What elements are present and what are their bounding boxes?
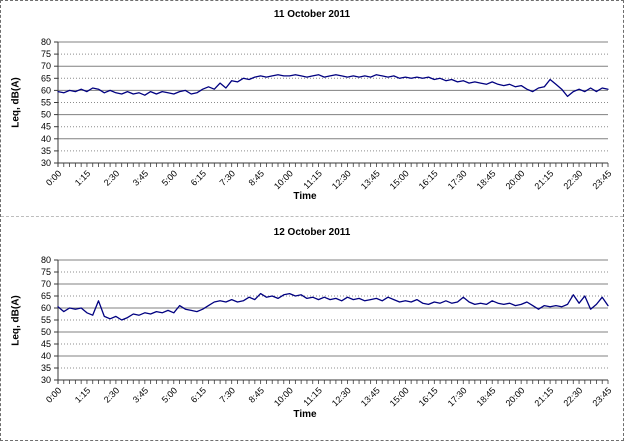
axes	[54, 259, 609, 384]
svg-text:0:00: 0:00	[44, 168, 63, 187]
svg-text:22:30: 22:30	[561, 168, 584, 191]
svg-text:50: 50	[41, 327, 51, 337]
x-axis-title: Time	[293, 409, 317, 420]
svg-text:3:45: 3:45	[131, 168, 150, 187]
svg-text:55: 55	[41, 98, 51, 108]
svg-text:8:45: 8:45	[247, 385, 266, 404]
svg-text:21:15: 21:15	[533, 168, 556, 191]
svg-text:2:30: 2:30	[102, 385, 121, 404]
svg-text:75: 75	[41, 267, 51, 277]
svg-text:15:00: 15:00	[388, 385, 411, 408]
chart-divider-line	[1, 216, 623, 217]
svg-text:6:15: 6:15	[189, 168, 208, 187]
svg-text:13:45: 13:45	[359, 385, 382, 408]
svg-text:45: 45	[41, 122, 51, 132]
svg-text:16:15: 16:15	[417, 168, 440, 191]
y-gridlines	[58, 41, 608, 152]
svg-text:70: 70	[41, 61, 51, 71]
svg-text:12:30: 12:30	[330, 168, 353, 191]
svg-text:65: 65	[41, 291, 51, 301]
axes	[54, 41, 609, 167]
svg-text:10:00: 10:00	[272, 168, 295, 191]
svg-text:7:30: 7:30	[218, 385, 237, 404]
y-tick-labels: 80 75 70 65 60 55 50 45 40 35 30	[41, 255, 51, 385]
svg-text:65: 65	[41, 73, 51, 83]
plot-area-12-october: 80 75 70 65 60 55 50 45 40 35 300:00 1:15 2:30 3:45 5:…	[41, 255, 613, 408]
svg-text:1:15: 1:15	[73, 385, 92, 404]
svg-text:80: 80	[41, 37, 51, 47]
svg-text:5:00: 5:00	[160, 385, 179, 404]
svg-text:45: 45	[41, 339, 51, 349]
svg-text:0:00: 0:00	[44, 385, 63, 404]
svg-text:21:15: 21:15	[533, 385, 556, 408]
chart-title: 12 October 2011	[273, 227, 351, 238]
svg-text:55: 55	[41, 315, 51, 325]
svg-text:17:30: 17:30	[446, 385, 469, 408]
svg-text:6:15: 6:15	[189, 385, 208, 404]
chart-title: 11 October 2011	[273, 9, 351, 20]
svg-text:20:00: 20:00	[504, 385, 527, 408]
svg-text:40: 40	[41, 351, 51, 361]
svg-text:20:00: 20:00	[504, 168, 527, 191]
plot-area-11-october: 80 75 70 65 60 55 50 45 40 35 300:00 1:15 2:30 3:45 5:…	[41, 37, 613, 191]
svg-text:1:15: 1:15	[73, 168, 92, 187]
svg-text:80: 80	[41, 255, 51, 265]
svg-text:10:00: 10:00	[272, 385, 295, 408]
svg-text:60: 60	[41, 85, 51, 95]
svg-text:17:30: 17:30	[446, 168, 469, 191]
svg-text:18:45: 18:45	[475, 385, 498, 408]
chart-11-october-2011: 80 75 70 65 60 55 50 45 40 35 30 0:00 1:15 2:30 3:45 5:…	[1, 1, 623, 216]
y-gridlines	[58, 259, 608, 369]
svg-text:75: 75	[41, 49, 51, 59]
svg-text:23:45: 23:45	[590, 385, 613, 408]
svg-text:30: 30	[41, 375, 51, 385]
svg-text:35: 35	[41, 146, 51, 156]
svg-text:15:00: 15:00	[388, 168, 411, 191]
y-axis-title: Leq, dB(A)	[10, 295, 22, 346]
svg-text:7:30: 7:30	[218, 168, 237, 187]
svg-text:16:15: 16:15	[417, 385, 440, 408]
chart-12-october-2011: 80 75 70 65 60 55 50 45 40 35 30 0:00 1:15 2:30 3:45 5:…	[1, 217, 623, 440]
svg-text:5:00: 5:00	[160, 168, 179, 187]
svg-text:12:30: 12:30	[330, 385, 353, 408]
svg-text:3:45: 3:45	[131, 385, 150, 404]
svg-text:13:45: 13:45	[359, 168, 382, 191]
x-tick-labels: 0:00 1:15 2:30 3:45 5:00 6:15 7:30 8:45 10:00 11:…	[44, 168, 613, 191]
svg-text:11:15: 11:15	[301, 385, 324, 408]
x-axis-title: Time	[293, 191, 317, 202]
svg-text:70: 70	[41, 279, 51, 289]
svg-text:8:45: 8:45	[247, 168, 266, 187]
svg-text:23:45: 23:45	[590, 168, 613, 191]
svg-text:11:15: 11:15	[301, 168, 324, 191]
series-line	[57, 74, 609, 98]
y-tick-labels: 80 75 70 65 60 55 50 45 40 35 30	[41, 37, 51, 168]
series-line	[57, 292, 609, 321]
svg-text:40: 40	[41, 134, 51, 144]
svg-text:50: 50	[41, 110, 51, 120]
y-axis-title: Leq, dB(A)	[10, 77, 22, 128]
svg-text:35: 35	[41, 363, 51, 373]
svg-text:60: 60	[41, 303, 51, 313]
x-tick-labels: 0:00 1:15 2:30 3:45 5:00 6:15 7:30 8:45 10:00 11:…	[44, 385, 613, 408]
svg-text:18:45: 18:45	[475, 168, 498, 191]
svg-text:2:30: 2:30	[102, 168, 121, 187]
svg-text:22:30: 22:30	[561, 385, 584, 408]
svg-text:30: 30	[41, 158, 51, 168]
